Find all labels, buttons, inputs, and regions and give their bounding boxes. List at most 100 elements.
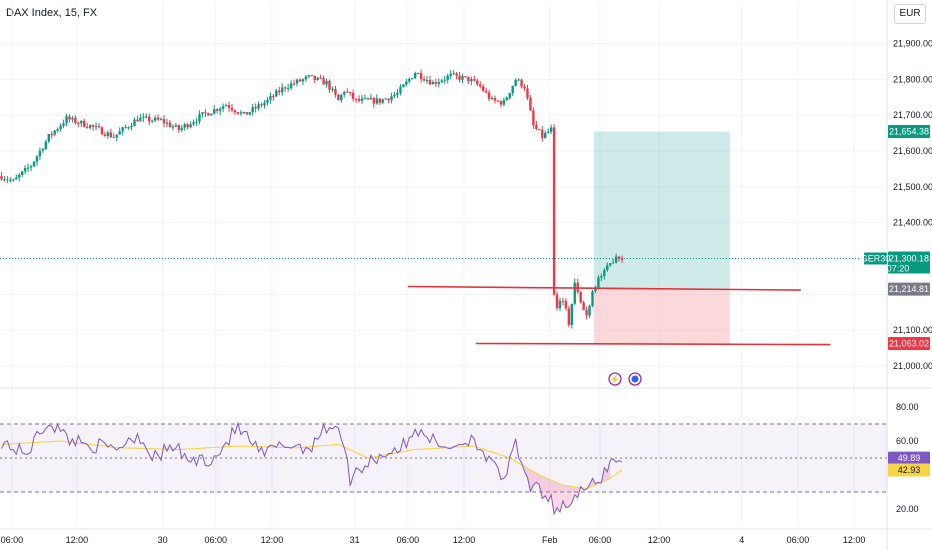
candle-body [529,98,532,111]
position-tool[interactable] [0,131,887,344]
candle-body [458,75,461,80]
candle-body [346,91,349,93]
candle-body [106,132,110,136]
candle-body [272,95,275,97]
candle-body [251,107,254,113]
x-tick-label: 06:00 [1,535,24,545]
candle-body [171,126,175,128]
target-price-badge-text: 21,654.38 [889,127,929,137]
candle-body [384,98,387,100]
candle-body [224,105,228,107]
candle-body [606,265,609,271]
candle-body [585,309,588,316]
candle-body [505,97,509,101]
candle-body [573,282,576,304]
y-tick-label: 21,100.00 [893,325,932,335]
candle-body [378,98,381,103]
candle-body [546,131,550,133]
x-tick-label: 12:00 [261,535,284,545]
candle-body [490,98,494,100]
candle-body [579,291,582,303]
candle-body [431,82,435,85]
candle-body [337,94,340,101]
candle-body [555,294,559,309]
candle-body [115,134,118,138]
candle-body [213,109,216,114]
candle-body [9,179,12,181]
candle-body [239,112,243,114]
x-tick-label: Feb [542,535,558,545]
currency-button[interactable]: EUR [894,4,926,24]
candle-body [248,112,251,115]
candle-body [254,107,257,109]
event-icons[interactable]: ⚡ [608,372,642,386]
last-price-badge [888,251,930,274]
target-price-badge [888,125,930,139]
candle-body [53,130,56,135]
symbol-tag [864,252,887,265]
candle-body [455,73,458,76]
chart-title: DAX Index, 15, FX [6,7,98,19]
candle-body [168,122,172,127]
candle-body [523,86,526,89]
stop-trend-line[interactable] [475,342,831,346]
candle-body [535,125,538,130]
candle-body [402,84,405,88]
candle-body [393,94,396,97]
rsi-ma-badge [888,463,930,477]
candle-body [230,107,234,111]
candle-body [207,113,210,116]
candle-body [502,100,506,105]
candle-body [3,179,6,181]
candle-body [192,122,195,125]
candle-body [476,80,479,85]
candle-body [473,79,476,81]
candle-body [133,119,136,127]
x-tick-label: 12:00 [66,535,89,545]
candle-body [301,79,305,82]
candle-body [145,116,148,118]
candle-body [351,92,355,99]
candle-body [354,98,358,100]
rsi-band-fill [0,424,887,492]
candle-body [381,99,384,103]
candle-body [408,79,411,82]
candle-body [348,91,352,93]
candle-body [189,124,192,128]
stop-zone[interactable] [593,289,730,344]
candle-body [136,119,139,122]
candle-body [600,276,603,278]
candle-body [499,101,503,105]
candle-body [26,167,30,169]
y-tick-label: 21,500.00 [893,182,932,192]
candle-body [295,79,299,84]
candle-body [399,87,402,93]
candle-body [511,85,514,94]
candle-body [18,174,21,178]
candle-body [74,117,77,124]
horizontal-lines[interactable] [407,285,831,346]
candle-body [204,112,207,114]
candle-body [313,75,316,81]
candle-body [461,76,464,80]
candle-body [446,75,449,80]
y-tick-label: 21,000.00 [893,361,932,371]
candle-body [603,270,606,277]
candle-body [416,73,420,75]
candle-body [94,126,98,128]
target-zone[interactable] [593,131,730,290]
candles [0,69,624,329]
entry-trend-line[interactable] [407,285,801,291]
candle-body [552,127,556,295]
candle-body [201,112,204,115]
candle-body [316,77,319,81]
candle-body [142,116,145,118]
dividend-event-icon[interactable] [608,372,622,386]
candle-body [153,117,157,121]
candle-body [124,127,127,129]
candle-body [289,83,293,88]
candle-body [20,171,24,175]
candle-body [508,93,511,98]
